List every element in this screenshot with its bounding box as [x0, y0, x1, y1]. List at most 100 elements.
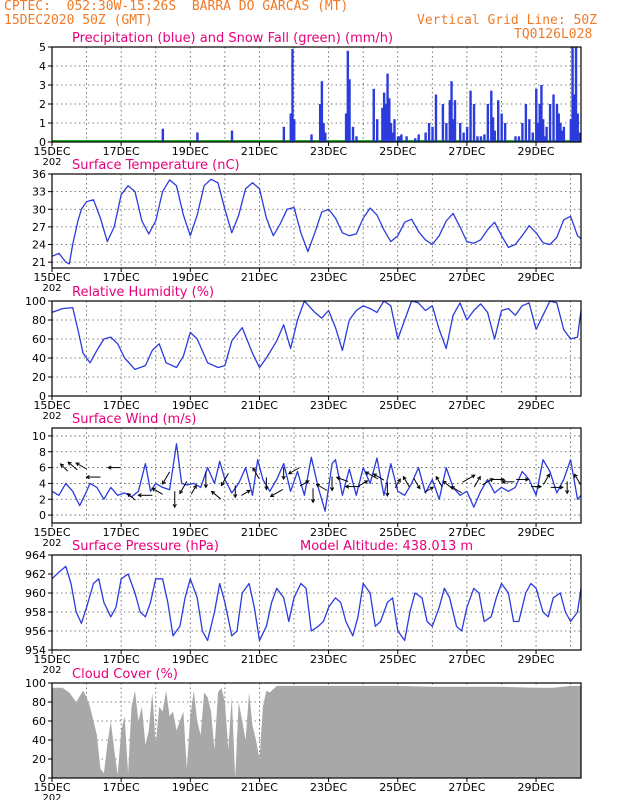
precip-bar [538, 104, 541, 142]
temp-series-line [51, 178, 582, 265]
wind-arrow-head [477, 475, 481, 481]
header-grid-line-note: Vertical Grid Line: 50Z [417, 13, 598, 28]
x-tick-label: 17DEC [103, 781, 140, 794]
x-tick-label: 17DEC [103, 526, 140, 539]
y-tick-label: 960 [25, 587, 46, 600]
precip-bar [578, 132, 581, 142]
x-tick-label: 27DEC [448, 526, 485, 539]
panel-background [52, 428, 581, 523]
x-tick-label: 27DEC [448, 781, 485, 794]
precip-bar [555, 104, 559, 142]
panel-background [52, 555, 581, 650]
wind-arrow [241, 489, 251, 496]
wind-arrow-shaft [270, 488, 284, 497]
wind-arrow [172, 491, 177, 509]
x-tick-label: 15DEC [33, 526, 70, 539]
wind-arrow-head [246, 489, 251, 494]
precip-bar [346, 50, 350, 142]
wind-arrow-head [329, 487, 335, 492]
precip-bar [384, 104, 388, 142]
precip-bar [535, 88, 538, 142]
precip-bar [448, 100, 452, 142]
header-model-code: TQ0126L028 [514, 27, 593, 42]
wind-arrow [413, 477, 421, 490]
x-tick-label: 25DEC [379, 399, 416, 412]
x-tick-label: 17DEC [103, 399, 140, 412]
x-tick-label: 21DEC [241, 526, 278, 539]
x-tick-label: 25DEC [379, 145, 416, 158]
precip-bar [453, 100, 457, 142]
x-year-label: 202 [42, 411, 61, 422]
wind-arrow-shaft [424, 486, 434, 493]
panel-pressure: 954 956 958 960 962 964 15DEC 17DEC 19DEC 21DEC 23… [25, 539, 582, 676]
wind-arrow [550, 485, 564, 490]
temp-title: Surface Temperature (nC) [72, 158, 240, 173]
y-tick-label: 30 [32, 203, 46, 216]
precip-bar [393, 119, 396, 142]
wind-arrow-shaft [241, 489, 251, 496]
wind-arrow-head [203, 484, 208, 489]
x-tick-label: 23DEC [310, 526, 347, 539]
precip-bar [291, 48, 294, 142]
wind-arrow [402, 475, 410, 488]
wind-arrow [335, 476, 349, 482]
wind-arrow-shaft [442, 480, 453, 490]
precip-bar [573, 94, 576, 142]
precip-bar [450, 81, 453, 142]
y-tick-label: 60 [32, 333, 46, 346]
y-tick-label: 5 [39, 41, 46, 54]
panel-frame [51, 46, 582, 143]
wind-arrow-shaft [60, 463, 68, 472]
precip-bar [414, 138, 417, 142]
precip-bar [541, 119, 545, 142]
precip-bar [434, 94, 438, 142]
precip-bar [322, 123, 325, 142]
wind-arrow [531, 484, 543, 489]
wind-arrow-head [429, 486, 435, 491]
cloud-title: Cloud Cover (%) [72, 667, 178, 682]
precip-bar [293, 119, 296, 142]
precip-bar [398, 136, 401, 142]
wind-arrow-head [220, 482, 225, 487]
wind-arrow-head [162, 480, 166, 485]
precip-bar [574, 47, 578, 142]
precip-bar [524, 104, 528, 142]
precip-bar [431, 126, 434, 142]
x-tick-label: 29DEC [517, 399, 554, 412]
x-tick-label: 25DEC [379, 781, 416, 794]
y-tick-label: 962 [25, 568, 46, 581]
panel-temp: 21 24 27 30 33 36 15DEC 17DEC 19DEC 21DEC 23DEC 25D… [32, 158, 582, 294]
header-run-date: 15DEC2020 50Z (GMT) [4, 13, 153, 28]
panel-frame [51, 300, 582, 397]
precip-bar [441, 104, 445, 142]
wind-arrow-shaft [473, 476, 481, 488]
precip-bar [230, 130, 234, 142]
wind-arrow-shaft [574, 474, 581, 485]
wind-arrow [574, 473, 581, 485]
y-tick-label: 0 [39, 772, 46, 785]
y-tick-label: 24 [32, 239, 46, 252]
wind-arrow-shaft [336, 476, 349, 482]
wind-arrow [179, 481, 188, 495]
precip-bar [465, 126, 469, 142]
wind-arrow [492, 477, 506, 482]
x-tick-label: 21DEC [241, 271, 278, 284]
x-tick-label: 27DEC [448, 399, 485, 412]
wind-arrow-head [524, 477, 530, 482]
wind-arrow [358, 480, 369, 487]
wind-arrow-head [59, 463, 65, 468]
wind-arrow [269, 488, 284, 497]
wind-arrow-head [500, 477, 506, 482]
precip-bar [386, 73, 389, 142]
wind-arrow [435, 475, 443, 488]
wind-arrow-shaft [394, 478, 401, 488]
wind-arrow [372, 473, 385, 481]
wind-arrow-shaft [152, 487, 163, 495]
wind-arrow-shaft [358, 480, 368, 487]
precip-bar [389, 123, 393, 142]
precip-bar [196, 132, 199, 142]
precip-bar [497, 100, 500, 142]
y-tick-label: 8 [39, 446, 46, 459]
wind-arrow-shaft [365, 471, 379, 480]
